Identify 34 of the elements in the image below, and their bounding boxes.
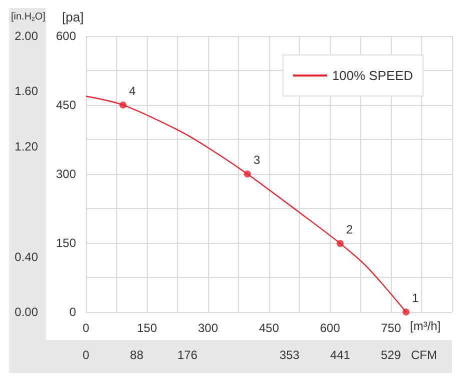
x-tick-label: 300 — [198, 321, 218, 335]
x2-tick-label: 88 — [130, 348, 144, 362]
y-tick-label: 150 — [56, 236, 76, 250]
x-tick-label: 600 — [320, 321, 340, 335]
annotation: 3 — [253, 153, 260, 167]
y-tick-label: 450 — [56, 98, 76, 112]
x-axis-title: [m³/h] — [410, 319, 441, 333]
x-tick-label: 450 — [258, 321, 280, 335]
y-axis-title: [pa] — [62, 10, 84, 24]
annotation: 2 — [346, 222, 354, 236]
y-tick-label: 300 — [56, 167, 76, 181]
x2-tick-label: 353 — [279, 348, 300, 362]
annotation: 4 — [129, 84, 136, 98]
y-tick-label: 0 — [69, 305, 76, 319]
y-tick-label: 600 — [56, 29, 76, 43]
y2-tick-label: 1.60 — [14, 84, 38, 98]
y2-tick-label: 0.00 — [14, 305, 38, 319]
x2-axis-title: CFM — [411, 348, 437, 362]
legend-label: 100% SPEED — [332, 68, 414, 83]
annotation: 1 — [412, 291, 420, 305]
y2-tick-label: 2.00 — [14, 29, 38, 43]
x-tick-label: 750 — [380, 321, 402, 335]
point — [402, 308, 410, 316]
y2-tick-label: 0.40 — [14, 250, 38, 264]
point — [120, 102, 127, 108]
x2-tick-label: 0 — [82, 348, 90, 362]
x2-tick-label: 176 — [177, 348, 198, 362]
y2-tick-label: 1.20 — [14, 139, 38, 154]
x-tick-label: 0 — [82, 321, 90, 335]
point — [244, 170, 251, 178]
x2-tick-label: 441 — [330, 348, 351, 362]
x-tick-label: 150 — [136, 321, 158, 335]
point — [336, 240, 344, 247]
x2-tick-label: 529 — [380, 348, 402, 362]
